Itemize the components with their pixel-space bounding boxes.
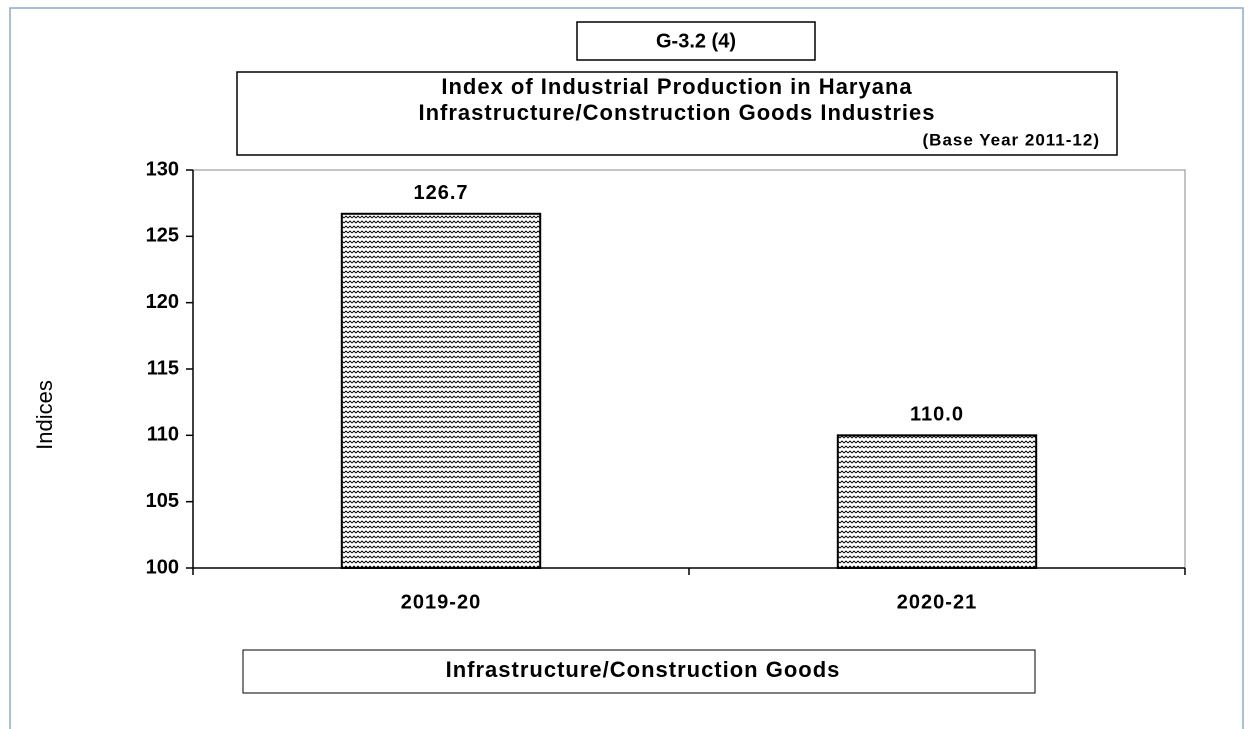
- chart-note: (Base Year 2011-12): [923, 130, 1100, 149]
- y-tick-label: 125: [146, 225, 179, 247]
- y-tick-label: 130: [146, 158, 179, 180]
- title-box: [236, 71, 1118, 156]
- x-tick-label: 2020-21: [897, 591, 977, 613]
- bar: [340, 212, 542, 569]
- y-axis-label: Indices: [32, 380, 57, 450]
- legend-box: [242, 649, 1036, 694]
- label-box: [576, 21, 816, 61]
- chart-label: G-3.2 (4): [656, 30, 736, 52]
- value-label: 126.7: [413, 182, 468, 204]
- y-tick-label: 115: [147, 357, 179, 379]
- chart-subtitle: Infrastructure/Construction Goods Indust…: [418, 100, 935, 125]
- y-tick-label: 100: [146, 556, 179, 578]
- y-tick-label: 110: [147, 424, 179, 446]
- frame: [9, 7, 1244, 729]
- bar: [836, 434, 1038, 570]
- y-tick-label: 120: [146, 291, 179, 313]
- value-label: 110.0: [910, 404, 964, 426]
- legend-label: Infrastructure/Construction Goods: [446, 657, 841, 682]
- x-tick-label: 2019-20: [401, 591, 481, 613]
- chart-title: Index of Industrial Production in Haryan…: [441, 74, 912, 99]
- y-tick-label: 105: [146, 490, 179, 512]
